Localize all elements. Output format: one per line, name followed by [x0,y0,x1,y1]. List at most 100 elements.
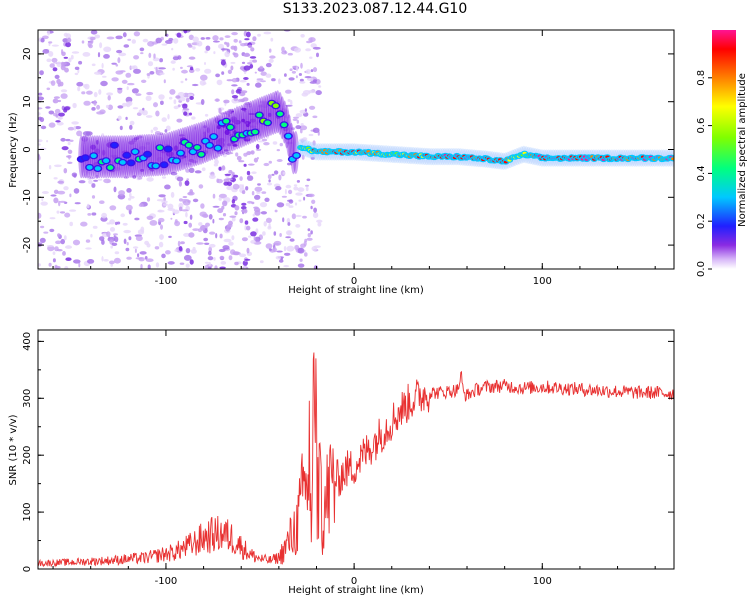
noise-speck [53,96,60,99]
noise-speck [46,87,51,91]
noise-speck [279,142,283,147]
noise-speck [300,128,303,134]
noise-speck [238,184,244,189]
noise-speck [294,47,301,53]
noise-speck [233,174,239,178]
noise-speck [175,95,181,99]
noise-speck [87,213,92,216]
noise-speck [205,45,211,51]
noise-speck [99,200,105,204]
ridge-halo [290,131,297,175]
noise-speck [228,255,233,261]
noise-speck [73,259,81,264]
noise-speck [126,256,132,260]
noise-speck [56,210,60,214]
noise-speck [103,46,112,53]
noise-speck [63,168,68,174]
noise-speck [287,52,293,56]
noise-speck [131,39,136,44]
noise-speck [269,55,276,59]
noise-speck [273,231,277,236]
noise-speck [271,173,275,176]
ridge-core [210,134,217,139]
noise-speck [38,212,42,219]
noise-speck [212,205,220,208]
noise-speck [40,201,48,206]
noise-speck [251,191,255,196]
noise-speck [111,242,118,246]
noise-speck [145,95,152,102]
bottom-y-tick-label: 0 [22,566,33,572]
noise-speck [188,232,195,238]
noise-speck [45,106,51,109]
noise-speck [284,252,291,256]
noise-speck [103,259,109,262]
noise-speck [295,192,303,196]
noise-speck [281,46,285,52]
noise-speck [146,215,154,220]
noise-speck [53,189,59,194]
noise-speck [219,255,225,260]
noise-speck [188,56,196,60]
noise-speck [94,71,102,75]
noise-speck [150,129,154,134]
ridge-core [272,103,279,109]
ridge-core [198,152,205,157]
noise-speck [67,141,71,146]
noise-speck [226,79,233,82]
noise-speck [250,150,255,155]
noise-speck [219,233,223,239]
noise-speck [94,34,101,39]
noise-speck [261,191,267,194]
noise-speck [39,117,45,123]
noise-speck [71,121,79,125]
ridge-core [281,122,288,128]
noise-speck [145,115,153,118]
noise-speck [132,175,137,179]
noise-speck [251,171,257,174]
noise-speck [38,143,41,146]
noise-speck [266,182,273,186]
noise-speck [133,31,141,37]
noise-speck [48,122,56,128]
noise-speck [309,56,313,59]
ridge-core [202,138,209,144]
noise-speck [279,233,282,237]
noise-speck [81,135,89,142]
noise-speck [219,112,226,115]
noise-speck [78,180,86,184]
noise-speck [278,78,281,85]
noise-speck [67,149,73,154]
noise-speck [200,74,208,81]
noise-speck [219,37,224,41]
noise-speck [263,162,270,167]
noise-speck [55,120,61,123]
noise-speck [61,61,65,67]
noise-speck [284,73,287,77]
noise-speck [280,257,284,260]
noise-speck [81,40,85,44]
noise-speck [244,220,249,225]
noise-speck [231,199,236,204]
noise-speck [295,75,298,79]
noise-speck [60,137,66,142]
noise-speck [249,118,256,123]
noise-speck [297,247,305,254]
noise-speck [304,108,307,112]
noise-speck [287,222,291,226]
noise-speck [137,176,143,180]
noise-speck [208,214,213,220]
noise-speck [38,112,41,116]
noise-speck [254,71,257,74]
noise-speck [66,37,72,43]
noise-speck [95,174,99,179]
noise-speck [176,176,184,182]
noise-speck [134,248,137,253]
noise-speck [294,244,300,251]
noise-speck [176,118,183,123]
noise-speck [101,133,105,136]
noise-speck [240,90,248,94]
noise-speck [146,177,154,182]
noise-speck [194,170,202,174]
noise-speck [107,95,111,101]
